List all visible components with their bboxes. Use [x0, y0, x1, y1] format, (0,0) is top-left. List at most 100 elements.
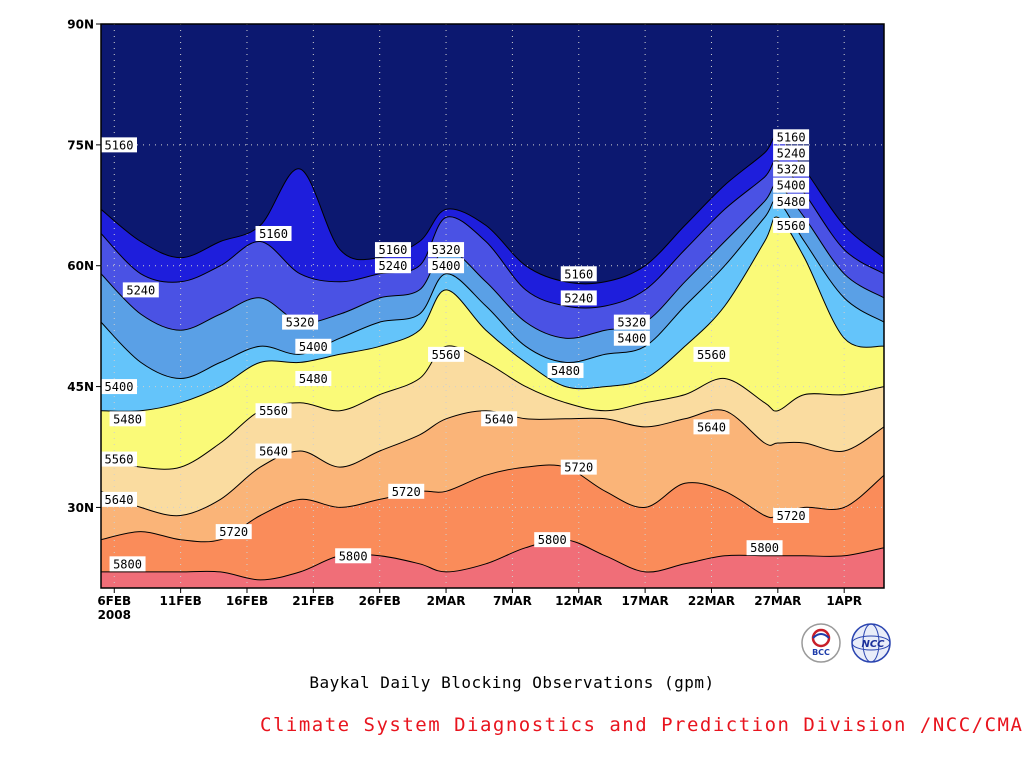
contour-label-box [773, 129, 810, 145]
contour-label-box [613, 314, 650, 330]
contour-label-5640: 5640 [101, 491, 137, 507]
contour-label-box [560, 459, 597, 475]
contour-label-5720: 5720 [215, 524, 252, 540]
y-tick-label: 90N [67, 18, 94, 32]
grid-lines [101, 24, 884, 588]
x-tick-label: 21FEB [292, 594, 334, 608]
contour-label-5400: 5400 [295, 338, 332, 354]
y-tick-label: 60N [67, 259, 94, 273]
x-tick-label: 6FEB [97, 594, 131, 608]
contour-label-5800: 5800 [109, 556, 146, 572]
contour-line-5560 [101, 345, 884, 470]
contour-label-box [773, 217, 810, 233]
contour-label-box [255, 403, 292, 419]
x-tick-label: 16FEB [226, 594, 268, 608]
contour-label-text: 5560 [432, 348, 461, 362]
contour-label-text: 5560 [105, 453, 134, 467]
contour-label-box [101, 451, 137, 467]
contour-label-text: 5240 [126, 283, 155, 297]
contour-label-text: 5400 [617, 332, 646, 346]
x-tick-label: 11FEB [160, 594, 202, 608]
contour-label-text: 5320 [617, 316, 646, 330]
contour-label-5560: 5560 [428, 346, 465, 362]
contour-label-box [255, 225, 292, 241]
contour-label-text: 5560 [777, 219, 806, 233]
contour-label-box [388, 483, 425, 499]
contour-label-text: 5240 [777, 146, 806, 160]
contour-label-text: 5480 [299, 372, 328, 386]
contour-label-box [773, 507, 810, 523]
contour-label-box [534, 532, 571, 548]
contour-line-5400 [101, 199, 884, 380]
x-tick-label: 7MAR [493, 594, 532, 608]
fill-5800 [101, 539, 884, 588]
contour-label-5160: 5160 [374, 242, 411, 258]
contour-label-text: 5400 [777, 179, 806, 193]
contour-line-5240 [101, 160, 884, 309]
contour-label-box [773, 161, 810, 177]
contour-label-box [613, 330, 650, 346]
contour-label-5480: 5480 [109, 411, 146, 427]
x-tick-label: 17MAR [622, 594, 669, 608]
contour-label-box [693, 419, 730, 435]
contour-label-text: 5640 [697, 420, 726, 434]
contour-label-box [295, 371, 332, 387]
x-tick-label: 27MAR [754, 594, 801, 608]
contour-label-box [109, 411, 146, 427]
contour-label-text: 5240 [379, 259, 408, 273]
plot-frame [100, 23, 885, 589]
contour-label-box [746, 540, 783, 556]
contour-label-box [693, 346, 730, 362]
contour-label-5480: 5480 [547, 362, 584, 378]
contour-label-5560: 5560 [255, 403, 292, 419]
contour-label-box [773, 177, 810, 193]
contour-label-5640: 5640 [481, 411, 518, 427]
contour-label-5400: 5400 [613, 330, 650, 346]
contour-label-text: 5720 [777, 509, 806, 523]
contour-label-box [215, 524, 252, 540]
contour-labels: 5160 5160 5160 5160 5160 5240 5240 5240 5240 5320… [101, 129, 810, 572]
contour-label-5240: 5240 [122, 282, 159, 298]
contour-label-5320: 5320 [282, 314, 319, 330]
x-tick-label: 12MAR [555, 594, 602, 608]
contour-label-5160: 5160 [101, 137, 137, 153]
contour-label-box [773, 145, 810, 161]
contour-label-5800: 5800 [746, 540, 783, 556]
contour-label-5400: 5400 [773, 177, 810, 193]
contour-label-text: 5160 [105, 138, 134, 152]
x-tick-label: 22MAR [688, 594, 735, 608]
contour-label-text: 5720 [564, 461, 593, 475]
contour-label-5720: 5720 [560, 459, 597, 475]
contour-label-text: 5720 [219, 525, 248, 539]
contour-label-text: 5480 [113, 412, 142, 426]
contour-label-text: 5400 [299, 340, 328, 354]
contour-label-text: 5160 [564, 267, 593, 281]
contour-label-5240: 5240 [773, 145, 810, 161]
contour-label-text: 5800 [750, 541, 779, 555]
contour-label-text: 5800 [538, 533, 567, 547]
contour-label-box [481, 411, 518, 427]
contour-label-5720: 5720 [388, 483, 425, 499]
contour-label-5160: 5160 [560, 266, 597, 282]
contour-label-text: 5160 [379, 243, 408, 257]
contour-label-box [109, 556, 146, 572]
contour-label-5160: 5160 [773, 129, 810, 145]
y-tick-label: 75N [67, 138, 94, 152]
contour-label-text: 5720 [392, 485, 421, 499]
contour-label-text: 5160 [259, 227, 288, 241]
contour-label-box [374, 242, 411, 258]
contour-label-text: 5400 [432, 259, 461, 273]
contour-label-text: 5560 [697, 348, 726, 362]
contour-line-5800 [101, 538, 884, 581]
contour-label-5560: 5560 [693, 346, 730, 362]
contour-label-text: 5480 [777, 195, 806, 209]
x-axis: 6FEB 11FEB 16FEB 21FEB 26FEB 2MAR 7MAR 12MAR 17M… [97, 588, 862, 622]
contour-label-box [282, 314, 319, 330]
contour-label-5240: 5240 [374, 258, 411, 274]
contour-label-box [428, 346, 465, 362]
contour-label-text: 5320 [432, 243, 461, 257]
contour-label-box [428, 242, 465, 258]
contour-label-5320: 5320 [773, 161, 810, 177]
x-tick-label: 2MAR [427, 594, 466, 608]
